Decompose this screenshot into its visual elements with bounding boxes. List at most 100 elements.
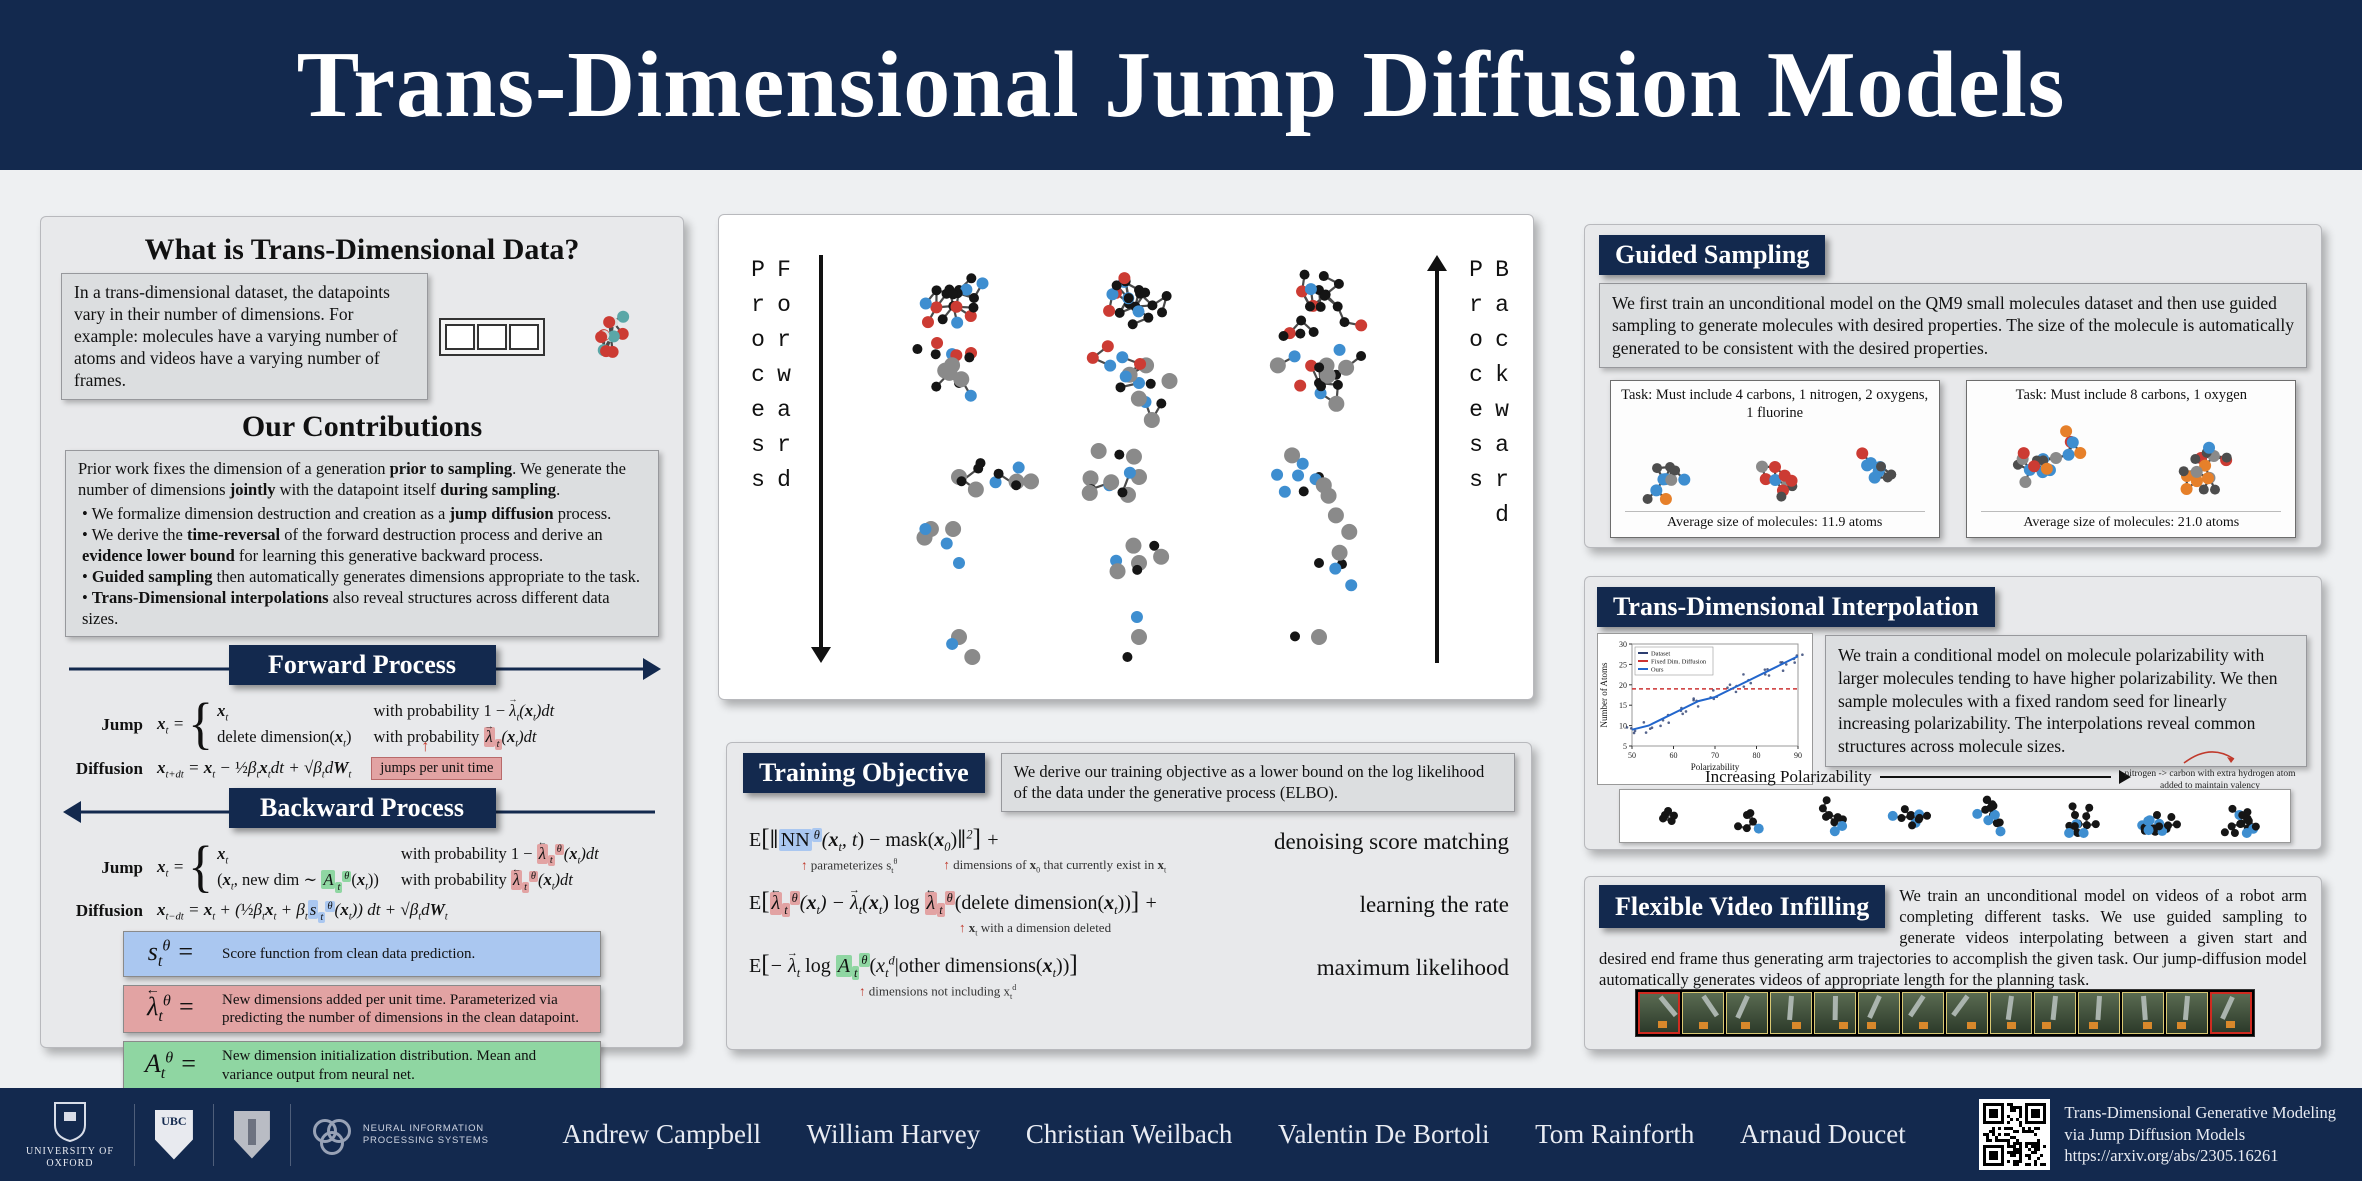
forward-process-header: Forward Process	[61, 645, 663, 693]
author-name: Arnaud Doucet	[1740, 1119, 1906, 1149]
logo-divider	[289, 1103, 291, 1166]
curved-red-arrow-icon	[2183, 751, 2235, 764]
sampled-molecules-image	[1642, 446, 1896, 505]
backward-process-title: Backward Process	[228, 788, 496, 829]
contributions-intro: Prior work fixes the dimension of a gene…	[78, 459, 626, 500]
svg-text:80: 80	[1753, 751, 1761, 760]
interpolation-molecules-svg	[1659, 795, 2260, 838]
interpolation-body: We train a conditional model on molecule…	[1825, 635, 2307, 767]
rate-learning-label: learning the rate	[1359, 892, 1509, 918]
video-frame	[1858, 992, 1900, 1034]
video-infilling-body: Flexible Video Infilling We train an unc…	[1599, 885, 2307, 991]
author-name: Valentin De Bortoli	[1278, 1119, 1490, 1149]
equation-annotation: ↑ xt with a dimension deleted	[959, 920, 1112, 938]
video-frame	[1814, 992, 1856, 1034]
citation-text: Trans-Dimensional Generative Modeling vi…	[2064, 1102, 2336, 1166]
jump-label: Jump	[101, 715, 143, 735]
interpolation-title: Trans-Dimensional Interpolation	[1597, 587, 1995, 627]
arrow-line	[1879, 776, 2111, 778]
author-list: Andrew Campbell William Harvey Christian…	[517, 1119, 1952, 1150]
increasing-polarizability-label: Increasing Polarizability	[1705, 767, 1872, 786]
diffusion-label: Diffusion	[75, 758, 143, 778]
svg-text:15: 15	[1619, 701, 1627, 710]
contributions-list: We formalize dimension destruction and c…	[78, 503, 646, 630]
training-objective-title: Training Objective	[743, 753, 985, 793]
oxford-logo: UNIVERSITY OF OXFORD	[26, 1100, 114, 1169]
author-name: Andrew Campbell	[562, 1119, 762, 1149]
video-infilling-text: We train an unconditional model on video…	[1599, 886, 2307, 990]
valency-annotation-text: nitrogen -> carbon with extra hydrogen a…	[2124, 769, 2296, 791]
score-matching-equation: E[∥ NN θ (xt, t) − mask(x0)∥2] +	[749, 825, 1000, 855]
video-frame	[2078, 992, 2120, 1034]
video-frame-strip	[1635, 989, 2255, 1037]
backward-process-axis-label: Backward Process	[1463, 257, 1515, 537]
molecule-diffusion-plot	[912, 269, 1368, 665]
score-symbol: stθ =	[147, 936, 195, 970]
video-frame	[2166, 992, 2208, 1034]
poster-title: Trans-Dimensional Jump Diffusion Models	[296, 33, 2066, 137]
polarizability-chart: 50 60 70 80 90 5 10 15 20 25 30 Polarizability Numbe…	[1597, 633, 1813, 785]
citation-block: Trans-Dimensional Generative Modeling vi…	[1979, 1099, 2336, 1170]
max-likelihood-label: maximum likelihood	[1316, 954, 1509, 980]
video-frame	[1682, 992, 1724, 1034]
svg-text:60: 60	[1670, 751, 1678, 760]
logo-divider	[133, 1103, 135, 1166]
author-name: Tom Rainforth	[1535, 1119, 1695, 1149]
down-arrow-head-icon	[811, 647, 831, 663]
oxford-logo-text: UNIVERSITY OF OXFORD	[26, 1146, 114, 1169]
sampled-molecules-image	[2013, 425, 2233, 495]
equation-annotation: ↑ dimensions of x0 that currently exist …	[943, 857, 1167, 875]
diffusion-process-figure: Forward Process Backward Process	[718, 214, 1534, 700]
guided-sampling-body: We first train an unconditional model on…	[1599, 283, 2307, 369]
contribution-item: Trans-Dimensional interpolations also re…	[82, 587, 646, 629]
video-frame	[1726, 992, 1768, 1034]
training-note: We derive our training objective as a lo…	[1000, 753, 1515, 813]
interpolation-panel: Trans-Dimensional Interpolation 50 60 70 80…	[1584, 576, 2322, 850]
video-frame	[1902, 992, 1944, 1034]
svg-text:Polarizability: Polarizability	[1691, 762, 1740, 772]
institution-logos: UNIVERSITY OF OXFORD UBC NEURAL INFORMAT…	[26, 1100, 489, 1169]
jumps-per-unit-time-badge: jumps per unit time	[371, 738, 503, 781]
molecule-icon	[595, 310, 630, 358]
video-frame	[1990, 992, 2032, 1034]
video-frame	[2210, 992, 2252, 1034]
forward-process-title: Forward Process	[228, 645, 496, 686]
up-arrow-head-icon	[1427, 255, 1447, 271]
guided-sampling-panel: Guided Sampling We first train an uncond…	[1584, 224, 2322, 548]
qr-code[interactable]	[1979, 1099, 2051, 1170]
backward-arrow-head	[63, 801, 81, 824]
film-strip-icon	[438, 317, 545, 356]
author-name: William Harvey	[806, 1119, 981, 1149]
svg-text:Number of Atoms: Number of Atoms	[1599, 662, 1609, 727]
neurips-circles-icon	[311, 1115, 355, 1155]
task-box-1: Task: Must include 4 carbons, 1 nitrogen…	[1609, 380, 1940, 539]
init-legend-text: New dimension initialization distributio…	[222, 1048, 537, 1083]
increasing-polarizability-arrow: Increasing Polarizability	[1705, 767, 2131, 787]
ubc-logo-text: UBC	[161, 1113, 187, 1128]
forward-process-axis-label: Forward Process	[745, 257, 797, 502]
video-frame	[2034, 992, 2076, 1034]
forward-jump-equation: xt ={xt with probability 1 − → λt(xt)dt del…	[157, 693, 555, 757]
equation-annotation: ↑ parameterizes stθ	[801, 857, 898, 876]
svg-text:Ours: Ours	[1651, 667, 1664, 674]
neurips-logo: NEURAL INFORMATION PROCESSING SYSTEMS	[311, 1115, 489, 1155]
left-column-panel: What is Trans-Dimensional Data? In a tra…	[40, 216, 684, 1091]
citation-line: via Jump Diffusion Models	[2064, 1124, 2246, 1144]
arxiv-link[interactable]: https://arxiv.org/abs/2305.16261	[2064, 1146, 2279, 1166]
video-frame	[1770, 992, 1812, 1034]
svg-text:30: 30	[1619, 640, 1627, 649]
score-legend-text: Score function from clean data predictio…	[222, 945, 476, 962]
forward-arrow	[811, 255, 831, 663]
svg-text:5: 5	[1623, 742, 1627, 751]
oxford-crest-icon	[53, 1102, 86, 1143]
citation-line: Trans-Dimensional Generative Modeling	[2064, 1103, 2336, 1123]
task-box-2: Task: Must include 8 carbons, 1 oxygen A…	[1966, 380, 2297, 539]
diffusion-label: Diffusion	[75, 901, 143, 921]
interpolation-molecule-strip	[1619, 789, 2291, 843]
contributions-title: Our Contributions	[241, 410, 483, 444]
average-size-text: Average size of molecules: 11.9 atoms	[1624, 511, 1925, 531]
init-distribution-legend: Atθ = New dimension initialization distr…	[123, 1041, 601, 1091]
task-description: Task: Must include 4 carbons, 1 nitrogen…	[1621, 387, 1929, 421]
video-frame	[2122, 992, 2164, 1034]
